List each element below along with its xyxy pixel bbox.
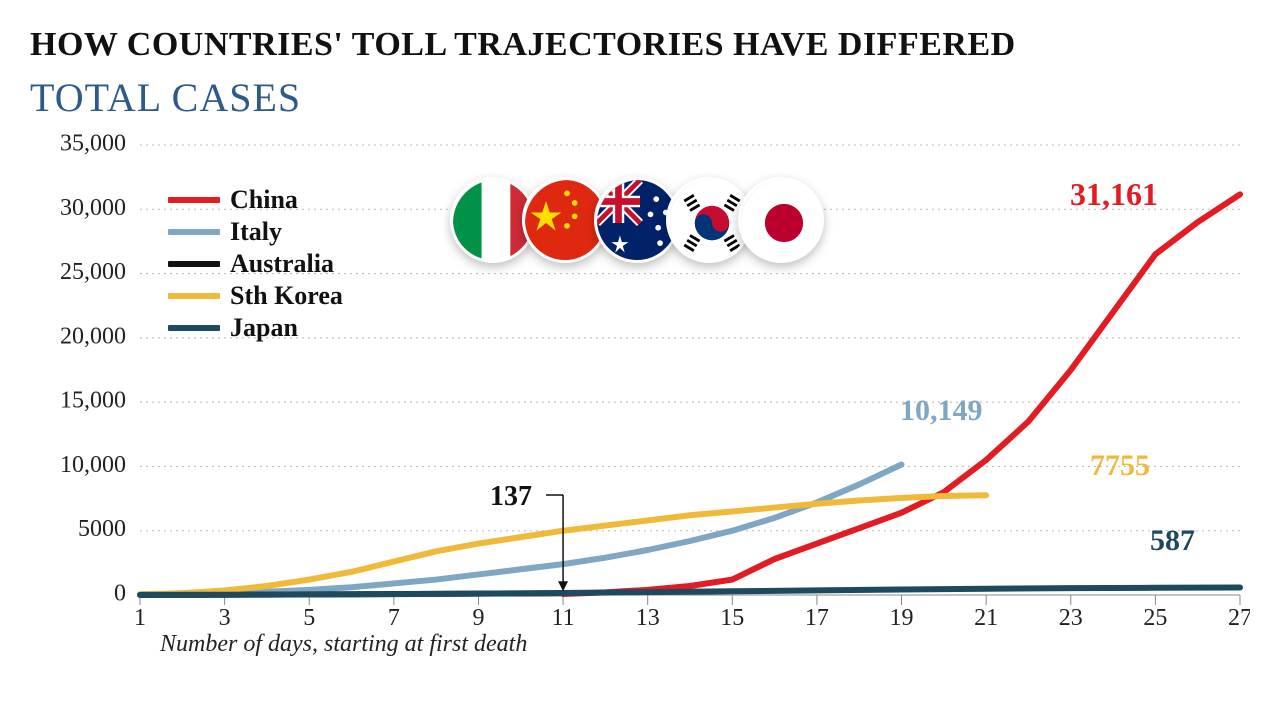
legend-item-italy: Italy <box>168 217 343 247</box>
svg-text:25,000: 25,000 <box>60 259 126 285</box>
legend-item-china: China <box>168 185 343 215</box>
svg-text:5000: 5000 <box>78 516 126 542</box>
svg-text:15,000: 15,000 <box>60 388 126 414</box>
legend-label: Sth Korea <box>230 281 343 311</box>
callout-australia: 137 <box>490 481 532 512</box>
legend-label: China <box>230 185 298 215</box>
svg-text:23: 23 <box>1059 605 1083 631</box>
legend: ChinaItalyAustraliaSth KoreaJapan <box>168 185 343 345</box>
svg-text:27: 27 <box>1228 605 1250 631</box>
page-title: HOW COUNTRIES' TOLL TRAJECTORIES HAVE DI… <box>30 26 1250 64</box>
svg-text:7: 7 <box>388 605 400 631</box>
svg-text:5: 5 <box>303 605 315 631</box>
legend-label: Italy <box>230 217 282 247</box>
flag-row <box>450 177 810 263</box>
svg-text:15: 15 <box>720 605 744 631</box>
callout-china: 31,161 <box>1070 176 1158 212</box>
legend-swatch <box>168 325 220 331</box>
legend-swatch <box>168 229 220 235</box>
svg-text:3: 3 <box>219 605 231 631</box>
callout-italy: 10,149 <box>900 394 983 427</box>
callout-japan: 587 <box>1150 524 1195 557</box>
svg-text:1: 1 <box>134 605 146 631</box>
svg-text:17: 17 <box>805 605 829 631</box>
svg-text:9: 9 <box>472 605 484 631</box>
legend-label: Japan <box>230 313 298 343</box>
callout-sth-korea: 7755 <box>1090 449 1150 482</box>
legend-swatch <box>168 261 220 267</box>
legend-swatch <box>168 197 220 203</box>
svg-text:25: 25 <box>1143 605 1167 631</box>
legend-item-japan: Japan <box>168 313 343 343</box>
svg-text:35,000: 35,000 <box>60 131 126 157</box>
legend-swatch <box>168 293 220 299</box>
svg-text:20,000: 20,000 <box>60 323 126 349</box>
svg-text:19: 19 <box>890 605 914 631</box>
chart-container: HOW COUNTRIES' TOLL TRAJECTORIES HAVE DI… <box>0 0 1280 720</box>
svg-text:10,000: 10,000 <box>60 452 126 478</box>
flag-japan-icon <box>738 177 824 263</box>
svg-text:13: 13 <box>636 605 660 631</box>
svg-text:30,000: 30,000 <box>60 195 126 221</box>
legend-item-australia: Australia <box>168 249 343 279</box>
chart-area: 0 5000 10,000 15,000 20,000 25,000 30,000 35,00… <box>30 125 1250 705</box>
svg-text:Number of days, starting at fi: Number of days, starting at first death <box>159 631 527 657</box>
legend-item-sth-korea: Sth Korea <box>168 281 343 311</box>
svg-text:0: 0 <box>114 581 126 607</box>
svg-text:11: 11 <box>552 605 575 631</box>
svg-text:21: 21 <box>974 605 998 631</box>
legend-label: Australia <box>230 249 334 279</box>
chart-subtitle: TOTAL CASES <box>30 74 1250 121</box>
